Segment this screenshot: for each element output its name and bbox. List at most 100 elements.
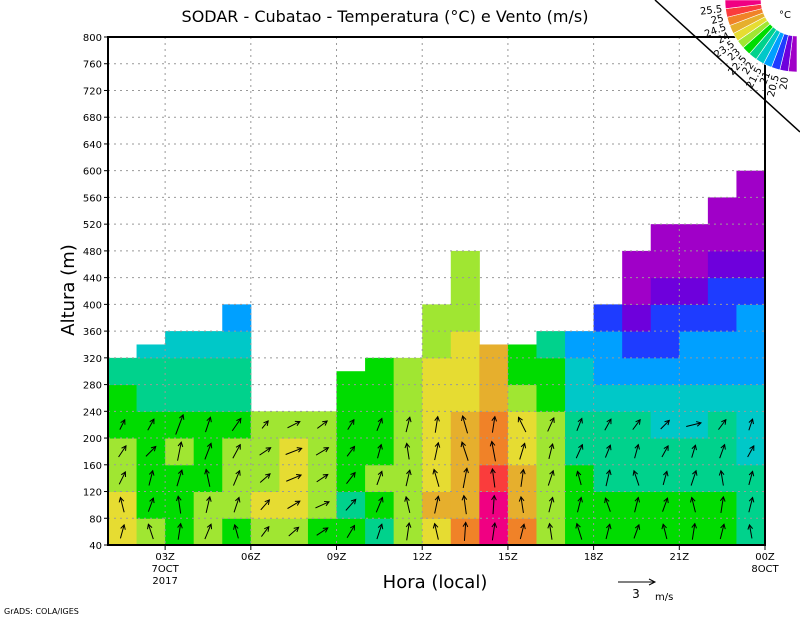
wind-vector-shaft [634, 497, 639, 513]
temperature-cell [422, 304, 452, 332]
wind-vector-head [206, 495, 212, 502]
wind-vector [689, 496, 696, 513]
temperature-cell [422, 357, 452, 386]
wind-vector-head [350, 498, 357, 505]
wind-vector-head [606, 469, 612, 476]
wind-vector-head [294, 500, 301, 506]
x-tick-label: 03Z [155, 552, 175, 563]
wind-vector [605, 523, 612, 540]
colorbar-label: 21 [758, 70, 773, 86]
wind-vector-head [121, 445, 127, 451]
wind-vector-shaft [632, 419, 641, 430]
y-tick-label: 720 [83, 86, 102, 97]
wind-vector-head [719, 495, 726, 502]
wind-vector-head [120, 418, 126, 425]
wind-vector-shaft [315, 501, 330, 509]
wind-vector-head [605, 523, 612, 530]
temperature-cell [736, 197, 766, 225]
colorbar-label: 20.5 [766, 74, 782, 98]
wind-vector-shaft [316, 474, 329, 483]
temperature-cell [707, 250, 737, 279]
wind-vector-shaft [691, 497, 696, 513]
wind-vector-shaft [287, 421, 301, 429]
wind-vector-shaft [604, 418, 612, 431]
temperature-cell [593, 357, 623, 386]
wind-vector [405, 469, 412, 487]
temperature-cell [707, 384, 737, 412]
wind-vector-head [150, 445, 157, 452]
wind-vector [461, 415, 469, 434]
temperature-cell [450, 304, 480, 332]
wind-vector-head [264, 525, 270, 532]
temperature-cell [536, 331, 566, 359]
temperature-cell [536, 357, 566, 386]
wind-vector-shaft [633, 470, 640, 486]
y-tick-label: 640 [83, 140, 102, 151]
wind-vector-head [461, 415, 467, 422]
x-tick-label: 18Z [584, 552, 604, 563]
wind-vector [119, 523, 126, 539]
wind-vector-head [491, 521, 498, 528]
chart-title: SODAR - Cubatao - Temperatura (°C) e Ven… [182, 7, 589, 26]
wind-vector-shaft [520, 496, 524, 513]
wind-vector [204, 468, 211, 487]
wind-vector-shaft [285, 447, 302, 455]
wind-vector-shaft [633, 524, 640, 539]
wind-vector [376, 523, 384, 540]
wind-vector [375, 496, 384, 513]
temperature-cell [650, 384, 680, 412]
temperature-cell [679, 250, 709, 279]
wind-vector-shaft [376, 524, 383, 540]
wind-vector-head [460, 441, 466, 448]
y-tick-label: 280 [83, 381, 102, 392]
wind-vector [519, 523, 526, 540]
wind-vector-shaft [719, 444, 726, 459]
wind-vector [518, 495, 525, 513]
temperature-cell [193, 384, 223, 412]
wind-vector-shaft [634, 444, 639, 459]
wind-vector-shaft [748, 418, 754, 431]
wind-vector-head [517, 416, 523, 423]
wind-vector [547, 469, 555, 486]
wind-vector [118, 445, 127, 458]
wind-vector [634, 496, 641, 513]
y-tick-label: 360 [83, 327, 102, 338]
wind-vector [434, 495, 441, 514]
wind-vector [346, 471, 356, 485]
wind-vector [491, 494, 497, 515]
x-tick-label: 15Z [498, 552, 518, 563]
x-tick-label: 21Z [670, 552, 690, 563]
wind-vector-head [696, 421, 702, 427]
wind-vector [434, 441, 441, 461]
wind-vector [233, 523, 239, 539]
wind-vector-shaft [406, 443, 410, 460]
wind-vector-shaft [662, 497, 668, 512]
wind-vector [575, 443, 584, 459]
wind-vector-head [322, 473, 329, 480]
wind-vector-head [405, 521, 412, 528]
wind-vector-head [490, 467, 496, 474]
wind-vector [547, 522, 553, 540]
wind-vector-shaft [463, 522, 467, 541]
temperature-cell [736, 277, 766, 305]
wind-vector [575, 522, 583, 540]
wind-vector-head [692, 469, 698, 476]
wind-vector-shaft [232, 444, 241, 459]
wind-vector [404, 495, 411, 514]
wind-vector-head [547, 522, 553, 529]
wind-vector-head [721, 418, 727, 425]
wind-vector [285, 447, 303, 455]
wind-vector-head [520, 468, 526, 475]
wind-vector-head [720, 523, 726, 530]
wind-vector-shaft [548, 443, 554, 459]
wind-vector-shaft [205, 417, 211, 433]
wind-vector-head [635, 418, 641, 425]
wind-vector-shaft [119, 419, 126, 430]
wind-vector-head [749, 444, 755, 451]
wind-vector [288, 526, 300, 537]
wind-vector-shaft [576, 418, 583, 432]
wind-vector [547, 416, 555, 432]
temperature-cell [622, 250, 652, 279]
wind-vector-head [149, 418, 155, 425]
temperature-cell [507, 357, 537, 386]
